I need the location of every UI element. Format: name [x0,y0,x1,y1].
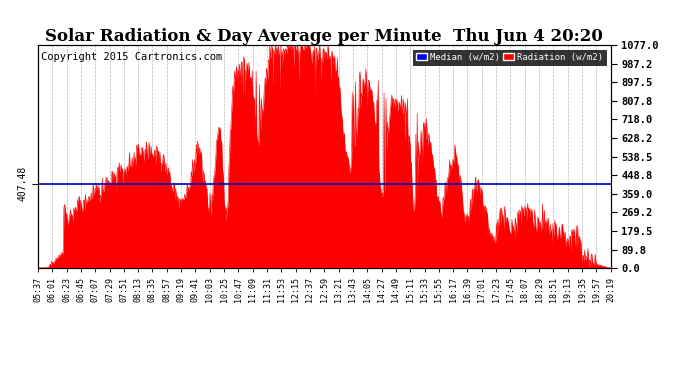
Text: Copyright 2015 Cartronics.com: Copyright 2015 Cartronics.com [41,52,222,62]
Legend: Median (w/m2), Radiation (w/m2): Median (w/m2), Radiation (w/m2) [413,50,606,65]
Title: Solar Radiation & Day Average per Minute  Thu Jun 4 20:20: Solar Radiation & Day Average per Minute… [46,28,603,45]
